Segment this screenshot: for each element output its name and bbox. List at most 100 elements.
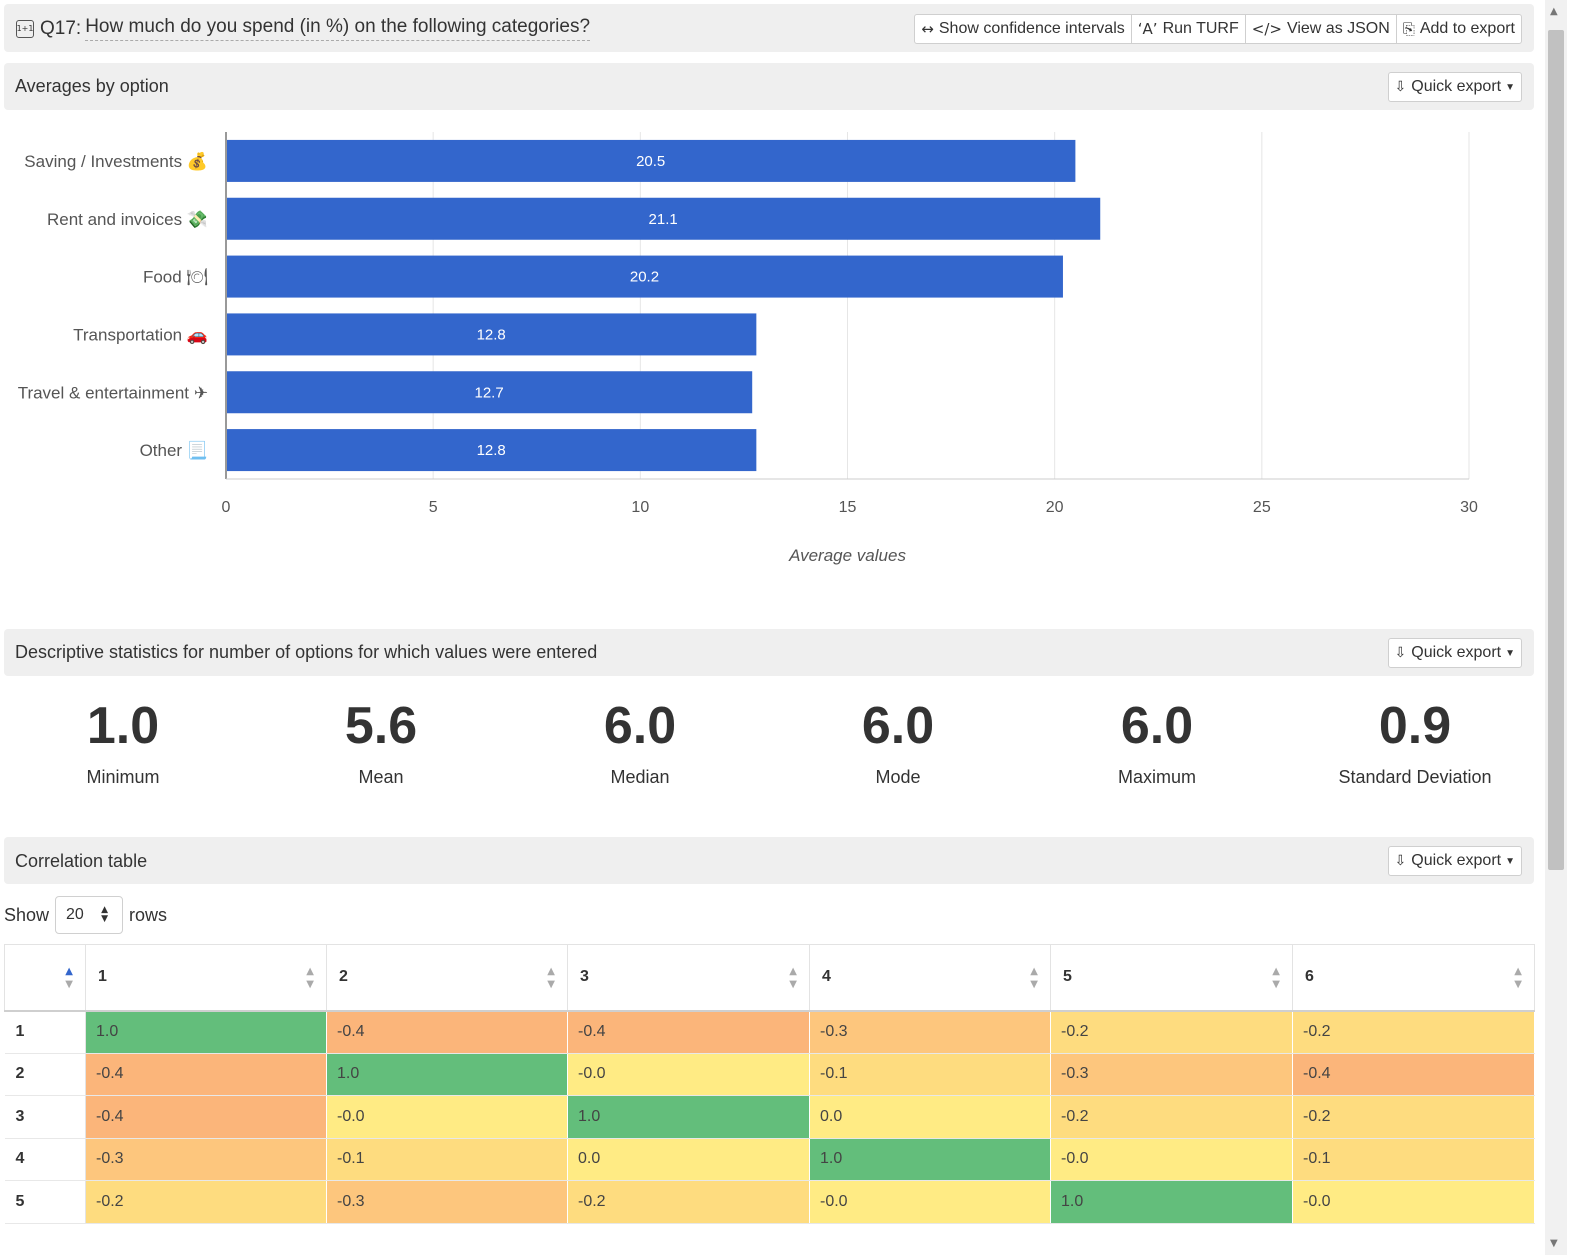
correlation-cell: 0.0 — [809, 1095, 1051, 1139]
category-label: Food 🍽 — [143, 268, 208, 287]
x-tick-label: 20 — [1046, 499, 1064, 516]
correlation-cell: 1.0 — [1050, 1180, 1293, 1224]
export-file-icon: ⎘ — [1402, 20, 1415, 38]
data-label: 12.7 — [475, 384, 504, 401]
column-header[interactable]: 5 ▲ ▼ — [1050, 944, 1293, 1012]
run-turf-button[interactable]: ʻAʼ Run TURF — [1132, 15, 1246, 43]
caret-down-icon: ▼ — [1505, 81, 1515, 93]
correlation-cell: -0.2 — [85, 1180, 327, 1224]
question-type-icon: 1+1 — [16, 19, 34, 38]
category-label: Travel & entertainment ✈ — [18, 383, 208, 402]
question-toolbar: ↔ Show confidence intervals ʻAʼ Run TURF… — [914, 14, 1522, 44]
question-header: 1+1 Q17: How much do you spend (in %) on… — [4, 4, 1534, 52]
add-to-export-button[interactable]: ⎘ Add to export — [1397, 15, 1521, 43]
correlation-table-body: 1 1.0 -0.4 -0.4 -0.3 -0.2 -0.2 2 -0.4 1.0 -0.0 -0.1… — [4, 1010, 1535, 1224]
column-header-label: 3 — [580, 968, 589, 986]
column-header[interactable]: 1 ▲ ▼ — [85, 944, 327, 1012]
table-row: 5 -0.2 -0.3 -0.2 -0.0 1.0 -0.0 — [4, 1180, 1535, 1224]
correlation-cell: -0.4 — [567, 1010, 810, 1054]
question-title: 1+1 Q17: How much do you spend (in %) on… — [16, 16, 591, 41]
correlation-cell: -0.3 — [809, 1010, 1051, 1054]
bar — [227, 313, 757, 356]
column-header-label: 6 — [1305, 968, 1314, 986]
descriptive-header: Descriptive statistics for number of opt… — [4, 629, 1534, 676]
averages-quick-export-button[interactable]: ⇩ Quick export ▼ — [1387, 72, 1522, 102]
stat-median: 6.0 Median — [520, 695, 760, 788]
rows-per-page-select[interactable]: 20 ▲ ▼ — [55, 896, 124, 934]
table-row: 3 -0.4 -0.0 1.0 0.0 -0.2 -0.2 — [4, 1095, 1535, 1139]
table-header-row: ▲ ▼ 1 ▲ ▼ 2 ▲ ▼ 3 ▲ ▼ 4 ▲ ▼ 5 ▲ ▼ 6 ▲ ▼ — [4, 944, 1535, 1012]
correlation-cell: 1.0 — [326, 1053, 568, 1096]
correlation-cell: -0.0 — [1050, 1138, 1293, 1181]
correlation-cell: -0.1 — [326, 1138, 568, 1181]
averages-bar-chart: 0 5 10 15 20 25 30 20.5 Saving / Investments 💰 21… — [18, 132, 1478, 565]
add-to-export-label: Add to export — [1419, 20, 1515, 37]
question-number: Q17: — [40, 17, 82, 39]
sort-icon: ▲ ▼ — [1272, 966, 1280, 990]
scroll-down-arrow-icon[interactable]: ▼ — [1550, 1238, 1558, 1249]
row-index-header[interactable]: ▲ ▼ — [4, 944, 86, 1012]
correlation-cell: -0.0 — [326, 1095, 568, 1139]
scroll-up-arrow-icon[interactable]: ▲ — [1550, 6, 1558, 17]
stat-mode: 6.0 Mode — [778, 695, 1018, 788]
correlation-cell: 1.0 — [809, 1138, 1051, 1181]
bar — [227, 197, 1101, 240]
correlation-cell: -0.3 — [85, 1138, 327, 1181]
descriptive-stats: 1.0 Minimum 5.6 Mean 6.0 Median 6.0 Mode… — [4, 695, 1534, 805]
page-scrollbar[interactable]: ▲ ▼ — [1545, 0, 1567, 1255]
stat-label: Maximum — [1117, 767, 1196, 787]
column-header[interactable]: 6 ▲ ▼ — [1292, 944, 1535, 1012]
column-header-label: 2 — [339, 968, 348, 986]
quick-export-label: Quick export — [1411, 644, 1502, 661]
stat-value: 5.6 — [344, 697, 418, 755]
x-tick-label: 10 — [631, 499, 649, 516]
sort-icon: ▲ ▼ — [789, 966, 797, 990]
quick-export-label: Quick export — [1411, 852, 1502, 869]
averages-header: Averages by option ⇩ Quick export ▼ — [4, 63, 1534, 110]
rows-per-page-control: Show 20 ▲ ▼ rows — [4, 896, 167, 934]
row-header-cell: 4 — [4, 1138, 86, 1181]
scrollbar-thumb[interactable] — [1548, 30, 1564, 870]
data-label: 12.8 — [477, 326, 506, 343]
correlation-header: Correlation table ⇩ Quick export ▼ — [4, 837, 1534, 884]
correlation-cell: -0.2 — [1050, 1010, 1293, 1054]
correlation-table: ▲ ▼ 1 ▲ ▼ 2 ▲ ▼ 3 ▲ ▼ 4 ▲ ▼ 5 ▲ ▼ 6 ▲ ▼ 1 1.0 -0.4 -0.4-… — [4, 944, 1535, 1224]
data-label: 20.2 — [630, 269, 659, 286]
correlation-cell: -0.1 — [809, 1053, 1051, 1096]
correlation-cell: -0.2 — [1292, 1095, 1535, 1139]
category-label: Other 📃 — [140, 440, 208, 460]
sort-icon: ▲ ▼ — [547, 966, 555, 990]
stat-value: 0.9 — [1378, 697, 1452, 755]
column-header-label: 1 — [98, 968, 107, 986]
x-tick-label: 25 — [1253, 499, 1271, 516]
correlation-quick-export-button[interactable]: ⇩ Quick export ▼ — [1387, 846, 1522, 876]
column-header[interactable]: 4 ▲ ▼ — [809, 944, 1051, 1012]
caret-down-icon: ▼ — [1505, 647, 1515, 659]
select-arrows-icon: ▲ ▼ — [101, 905, 109, 924]
correlation-cell: -0.0 — [567, 1053, 810, 1096]
correlation-cell: -0.4 — [326, 1010, 568, 1054]
view-as-json-button[interactable]: </> View as JSON — [1246, 15, 1397, 43]
category-label: Saving / Investments 💰 — [24, 151, 208, 172]
correlation-cell: -0.4 — [85, 1053, 327, 1096]
row-header-cell: 2 — [4, 1053, 86, 1096]
x-tick-label: 30 — [1460, 499, 1478, 516]
x-tick-label: 0 — [222, 499, 231, 516]
download-icon: ⇩ — [1394, 645, 1407, 661]
view-as-json-label: View as JSON — [1286, 20, 1390, 37]
descriptive-quick-export-button[interactable]: ⇩ Quick export ▼ — [1387, 638, 1522, 668]
stat-label: Minimum — [86, 767, 160, 787]
column-header[interactable]: 3 ▲ ▼ — [567, 944, 810, 1012]
sort-icon: ▲ ▼ — [1514, 966, 1522, 990]
column-header-label: 5 — [1063, 968, 1072, 986]
category-label: Rent and invoices 💸 — [47, 210, 208, 229]
stat-label: Mode — [875, 767, 921, 787]
question-text[interactable]: How much do you spend (in %) on the foll… — [85, 16, 591, 41]
download-icon: ⇩ — [1394, 79, 1407, 95]
correlation-cell: -0.1 — [1292, 1138, 1535, 1181]
column-header[interactable]: 2 ▲ ▼ — [326, 944, 568, 1012]
arrows-horizontal-icon: ↔ — [921, 20, 934, 38]
show-confidence-intervals-button[interactable]: ↔ Show confidence intervals — [915, 15, 1132, 43]
correlation-cell: 1.0 — [85, 1010, 327, 1054]
stat-standard-deviation: 0.9 Standard Deviation — [1295, 695, 1535, 788]
